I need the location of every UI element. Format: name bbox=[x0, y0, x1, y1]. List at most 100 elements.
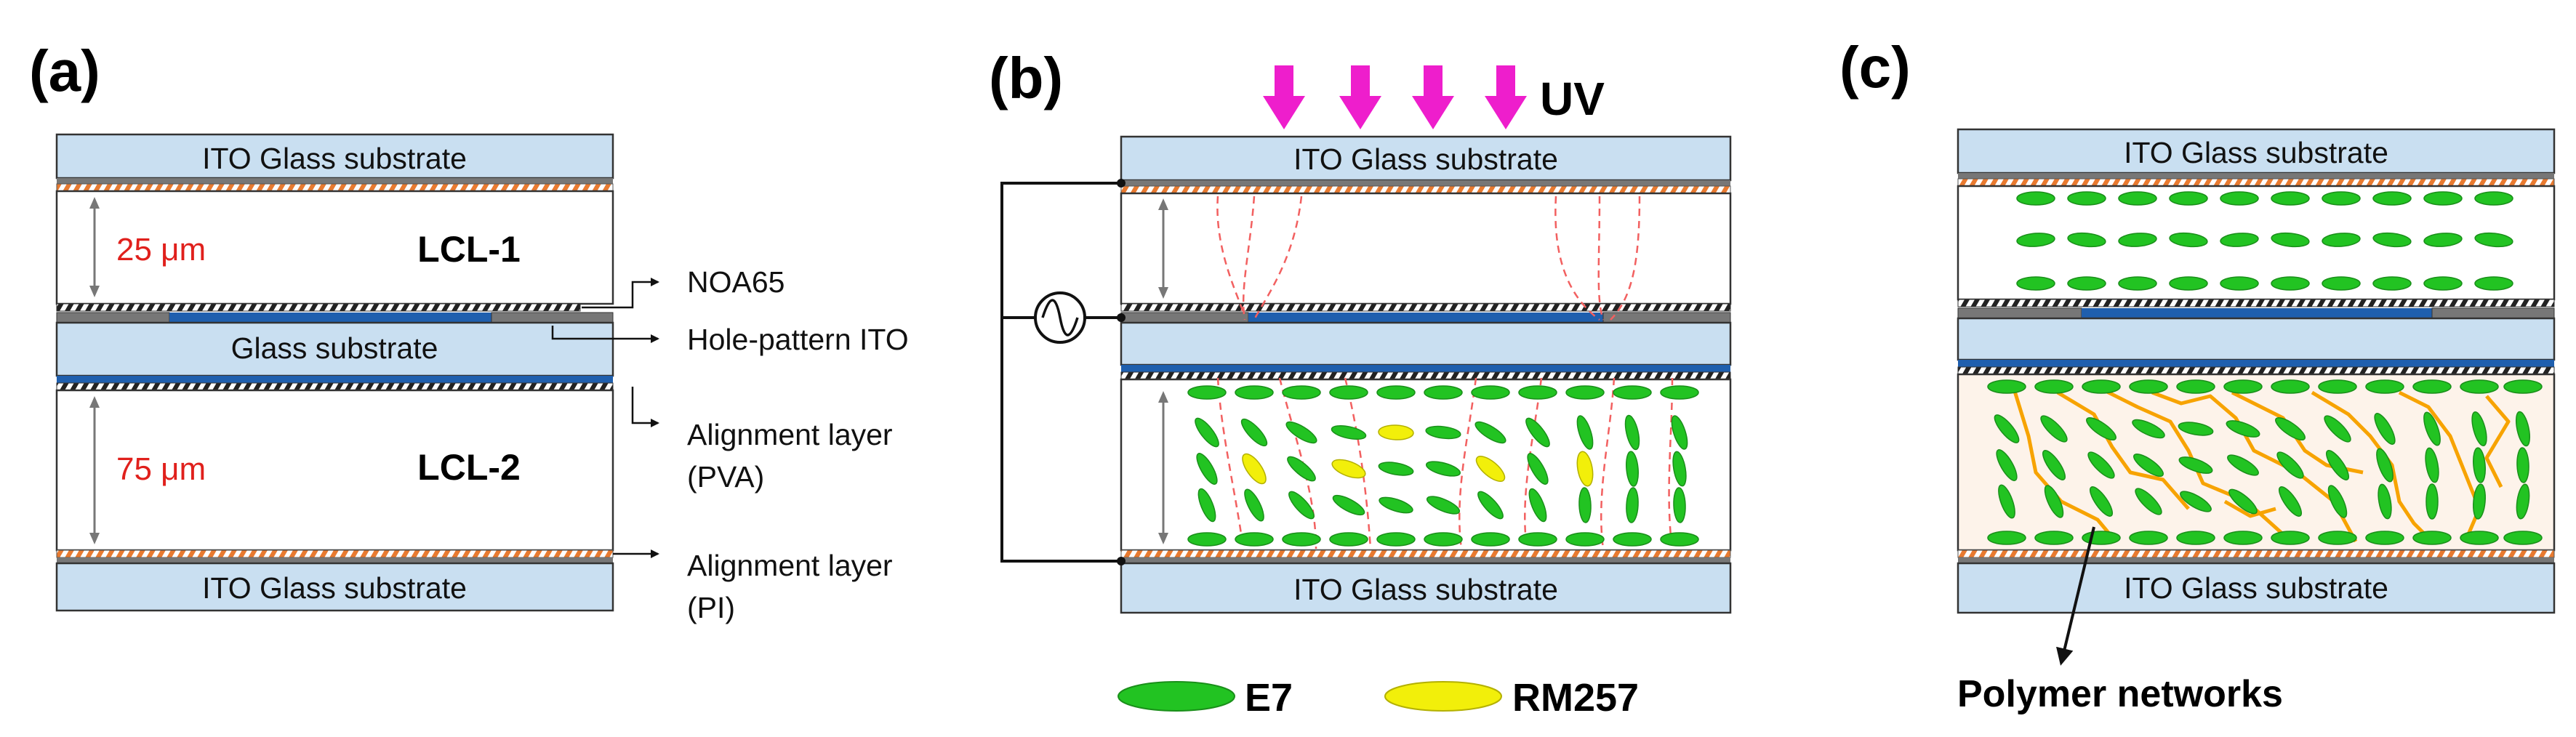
panel-a-top-substrate bbox=[55, 133, 614, 180]
field-line bbox=[1524, 377, 1543, 549]
e7-molecule bbox=[1626, 451, 1639, 487]
e7-molecule bbox=[2118, 191, 2157, 206]
e7-molecule bbox=[2228, 488, 2258, 515]
panel-c-hole-region bbox=[2082, 308, 2432, 318]
panel-a-hole-ito-left bbox=[56, 312, 170, 323]
panel-a-hole-ito-right bbox=[491, 312, 614, 323]
legend-rm257-label: RM257 bbox=[1512, 676, 1639, 720]
e7-molecule bbox=[2016, 276, 2055, 291]
panel-c-pva bbox=[1957, 366, 2555, 375]
e7-molecule bbox=[1660, 532, 1699, 547]
panel-a-lcl2-cell bbox=[55, 389, 614, 552]
rm257-molecule bbox=[1378, 424, 1414, 440]
e7-molecule bbox=[1195, 417, 1219, 448]
e7-molecule bbox=[1998, 484, 2015, 519]
e7-molecule bbox=[1426, 496, 1461, 515]
panel-c: (c) ITO Glass substrate ITO Glass substr… bbox=[1839, 35, 2556, 715]
e7-molecule bbox=[1994, 414, 2020, 443]
field-line bbox=[1216, 196, 1245, 313]
e7-molecule bbox=[2034, 531, 2074, 545]
panel-b-label: (b) bbox=[989, 46, 1063, 110]
field-line bbox=[1458, 377, 1477, 549]
panel-a-label: (a) bbox=[29, 39, 100, 103]
e7-molecule bbox=[2474, 276, 2513, 291]
panel-b-hole-ito-right bbox=[1602, 312, 1731, 323]
e7-molecule bbox=[1624, 414, 1640, 451]
field-line bbox=[1242, 196, 1256, 321]
e7-molecule bbox=[1474, 421, 1506, 444]
rm257-molecule bbox=[1331, 459, 1366, 479]
e7-molecule bbox=[2365, 379, 2404, 394]
polymer-strand bbox=[2223, 499, 2276, 518]
e7-molecule bbox=[2372, 232, 2412, 248]
uv-arrow bbox=[1412, 65, 1454, 129]
e7-molecule bbox=[2474, 191, 2513, 206]
panel-b-middle-substrate bbox=[1120, 321, 1732, 366]
hole-ito-label: Hole-pattern ITO bbox=[687, 323, 909, 356]
panel-b-bottom-alignment bbox=[1120, 549, 1731, 558]
e7-molecule bbox=[2271, 232, 2310, 248]
e7-molecule bbox=[1578, 487, 1592, 523]
e7-molecule bbox=[1187, 532, 1227, 547]
e7-molecule bbox=[1329, 385, 1368, 400]
rm257-molecule bbox=[1242, 453, 1267, 485]
e7-molecule bbox=[1235, 385, 1274, 400]
e7-molecule bbox=[2322, 191, 2361, 206]
e7-molecule bbox=[2220, 191, 2259, 206]
polymer-strand bbox=[2056, 390, 2190, 510]
panel-b: (b) UV ITO Glass substrate ITO Glass sub… bbox=[989, 46, 1732, 614]
polymer-networks-label: Polymer networks bbox=[1957, 673, 2283, 715]
panel-a-top-alignment-pi bbox=[56, 183, 614, 192]
panel-b-pva bbox=[1120, 371, 1731, 380]
e7-molecule bbox=[2516, 447, 2529, 483]
uv-arrow bbox=[1263, 65, 1305, 129]
e7-molecule bbox=[2271, 276, 2310, 291]
uv-label: UV bbox=[1540, 73, 1605, 125]
e7-molecule bbox=[2372, 276, 2412, 291]
e7-molecule bbox=[1332, 494, 1365, 516]
e7-molecule bbox=[2169, 191, 2208, 206]
e7-molecule bbox=[2086, 417, 2116, 440]
e7-molecule bbox=[1287, 456, 1316, 482]
rm257-molecule bbox=[1576, 451, 1594, 487]
panel-c-molecules bbox=[1987, 191, 2543, 545]
legend: E7 RM257 bbox=[1118, 676, 1639, 720]
uv-arrow bbox=[1485, 65, 1527, 129]
e7-molecule bbox=[1376, 532, 1416, 547]
e7-molecule bbox=[1425, 425, 1461, 440]
panel-b-noa65 bbox=[1120, 303, 1731, 312]
panel-b-molecules bbox=[1187, 385, 1699, 547]
e7-molecule bbox=[2412, 379, 2452, 394]
e7-molecule bbox=[1987, 531, 2026, 545]
e7-molecule bbox=[1987, 379, 2026, 394]
e7-molecule bbox=[2169, 276, 2208, 291]
e7-molecule bbox=[1613, 385, 1652, 400]
e7-molecule bbox=[2129, 531, 2168, 545]
e7-molecule bbox=[1240, 418, 1268, 447]
e7-molecule bbox=[1565, 385, 1605, 400]
field-line bbox=[1597, 196, 1605, 321]
panel-c-ito bbox=[1958, 360, 2554, 367]
polymer-strand bbox=[2311, 390, 2433, 543]
e7-molecule bbox=[2090, 486, 2113, 517]
e7-molecule bbox=[2042, 450, 2066, 480]
e7-molecule bbox=[2082, 379, 2121, 394]
noa65-leader bbox=[582, 278, 659, 309]
polymer-network bbox=[2012, 387, 2511, 543]
e7-molecule bbox=[2118, 233, 2157, 247]
panel-b-top-alignment bbox=[1120, 185, 1731, 194]
e7-molecule bbox=[1525, 417, 1550, 448]
e7-molecule bbox=[1576, 415, 1594, 450]
e7-molecule bbox=[2515, 411, 2531, 447]
e7-molecule bbox=[2276, 451, 2304, 479]
e7-molecule bbox=[1235, 532, 1274, 547]
e7-molecule bbox=[1379, 496, 1413, 514]
polymer-callout-arrow bbox=[2056, 526, 2095, 666]
voltage-circuit bbox=[1000, 182, 1121, 563]
e7-molecule bbox=[2275, 417, 2306, 440]
field-line bbox=[1668, 377, 1674, 549]
electric-field-lines bbox=[1216, 196, 1674, 549]
panel-c-top-substrate bbox=[1957, 128, 2556, 174]
e7-molecule bbox=[2067, 232, 2106, 248]
e7-molecule bbox=[1471, 385, 1510, 400]
